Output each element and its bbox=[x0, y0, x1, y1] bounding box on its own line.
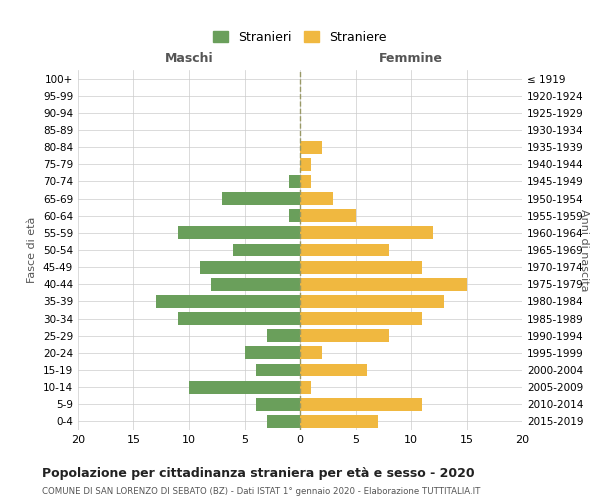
Text: Maschi: Maschi bbox=[164, 52, 214, 65]
Bar bbox=[300, 210, 355, 222]
Bar bbox=[211, 278, 300, 290]
Text: COMUNE DI SAN LORENZO DI SEBATO (BZ) - Dati ISTAT 1° gennaio 2020 - Elaborazione: COMUNE DI SAN LORENZO DI SEBATO (BZ) - D… bbox=[42, 488, 481, 496]
Bar bbox=[178, 312, 300, 325]
Bar bbox=[200, 260, 300, 274]
Bar bbox=[266, 415, 300, 428]
Bar bbox=[300, 140, 322, 153]
Bar bbox=[300, 330, 389, 342]
Y-axis label: Anni di nascita: Anni di nascita bbox=[579, 209, 589, 291]
Text: Femmine: Femmine bbox=[379, 52, 443, 65]
Bar bbox=[300, 364, 367, 376]
Bar bbox=[300, 260, 422, 274]
Bar bbox=[300, 398, 422, 410]
Bar bbox=[289, 175, 300, 188]
Bar bbox=[300, 244, 389, 256]
Bar bbox=[256, 398, 300, 410]
Bar bbox=[300, 346, 322, 360]
Bar bbox=[256, 364, 300, 376]
Bar bbox=[289, 210, 300, 222]
Bar bbox=[189, 380, 300, 394]
Bar bbox=[300, 295, 444, 308]
Bar bbox=[233, 244, 300, 256]
Y-axis label: Fasce di età: Fasce di età bbox=[28, 217, 37, 283]
Bar bbox=[245, 346, 300, 360]
Bar bbox=[222, 192, 300, 205]
Bar bbox=[156, 295, 300, 308]
Bar bbox=[300, 278, 467, 290]
Bar bbox=[300, 192, 334, 205]
Bar bbox=[178, 226, 300, 239]
Legend: Stranieri, Straniere: Stranieri, Straniere bbox=[208, 26, 392, 49]
Bar bbox=[300, 380, 311, 394]
Bar bbox=[300, 158, 311, 170]
Bar bbox=[266, 330, 300, 342]
Bar bbox=[300, 312, 422, 325]
Bar bbox=[300, 226, 433, 239]
Bar bbox=[300, 175, 311, 188]
Bar bbox=[300, 415, 378, 428]
Text: Popolazione per cittadinanza straniera per età e sesso - 2020: Popolazione per cittadinanza straniera p… bbox=[42, 468, 475, 480]
